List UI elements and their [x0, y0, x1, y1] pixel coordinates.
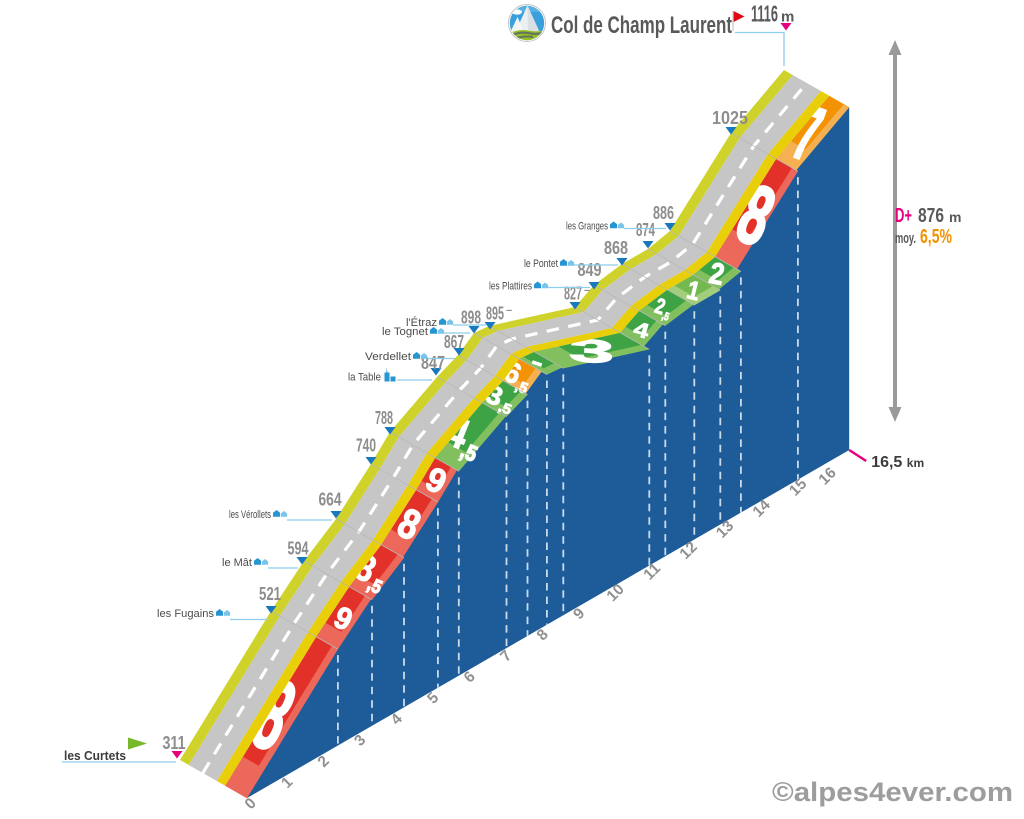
svg-text:867: 867 [444, 332, 464, 352]
svg-text:1025: 1025 [712, 108, 748, 128]
svg-text:849: 849 [578, 260, 602, 280]
svg-text:les Fugains: les Fugains [157, 608, 214, 620]
svg-text:D+: D+ [895, 205, 912, 227]
svg-text:594: 594 [288, 539, 309, 559]
svg-text:m: m [949, 209, 961, 225]
svg-text:©alpes4ever.com: ©alpes4ever.com [772, 777, 1013, 807]
svg-text:–: – [584, 285, 590, 297]
svg-text:6,5%: 6,5% [920, 226, 952, 248]
svg-text:les Granges: les Granges [566, 221, 608, 233]
svg-text:874: 874 [636, 220, 655, 240]
svg-text:–: – [506, 305, 512, 317]
svg-text:le Mât: le Mât [222, 557, 252, 569]
svg-text:les Curtets: les Curtets [64, 749, 126, 763]
svg-text:876: 876 [918, 205, 944, 227]
svg-text:895: 895 [486, 304, 504, 324]
svg-text:la Table: la Table [348, 372, 381, 384]
svg-text:4: 4 [631, 317, 653, 344]
svg-text:311: 311 [163, 733, 186, 753]
svg-text:868: 868 [604, 238, 628, 258]
svg-text:1116: 1116 [751, 1, 778, 27]
svg-text:16,5 km: 16,5 km [871, 454, 924, 471]
svg-text:886: 886 [653, 203, 674, 223]
svg-text:Col de Champ Laurent: Col de Champ Laurent [551, 12, 732, 39]
svg-text:Verdellet: Verdellet [365, 351, 411, 363]
svg-text:664: 664 [319, 490, 342, 510]
svg-text:521: 521 [259, 584, 281, 604]
svg-text:le Tognet: le Tognet [382, 326, 428, 338]
svg-text:m: m [781, 9, 794, 26]
svg-text:les Vérollets: les Vérollets [229, 509, 271, 521]
svg-text:l'Étraz: l'Étraz [406, 316, 437, 329]
svg-text:827: 827 [564, 284, 582, 304]
svg-text:les Plattires: les Plattires [489, 281, 532, 293]
svg-text:740: 740 [356, 436, 376, 456]
svg-text:788: 788 [375, 408, 393, 428]
svg-text:898: 898 [461, 308, 481, 328]
svg-text:le Pontet: le Pontet [524, 258, 558, 270]
svg-text:moy.: moy. [895, 230, 916, 247]
